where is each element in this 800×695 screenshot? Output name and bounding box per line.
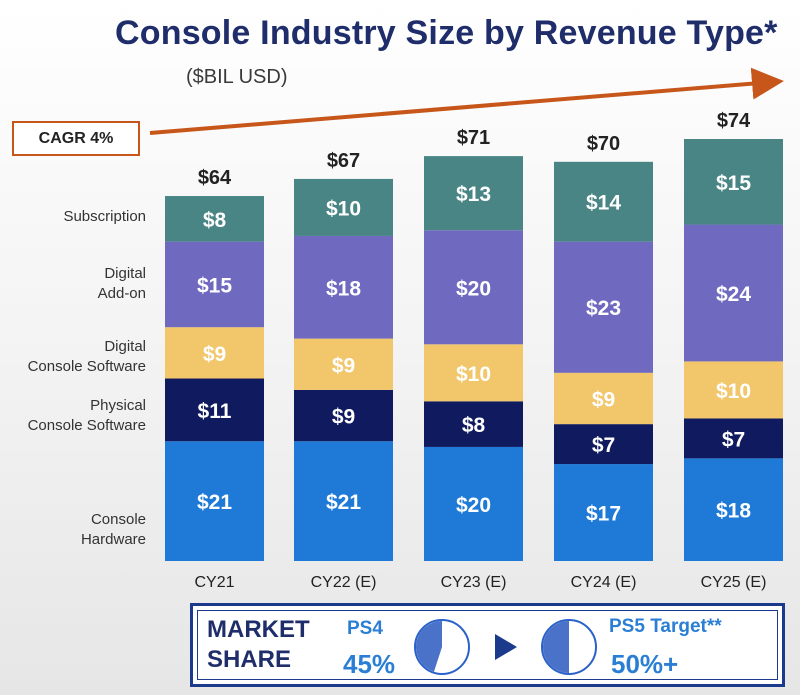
bar-segment (554, 464, 653, 561)
segment-value-label: $9 (332, 354, 355, 377)
ps5-pie-icon (541, 619, 597, 675)
x-tick-label: CY24 (E) (571, 574, 637, 591)
segment-value-label: $13 (456, 183, 491, 206)
ps5-share-value: 50%+ (611, 649, 679, 679)
segment-value-label: $17 (586, 503, 621, 526)
market-share-title-line1: MARKET (207, 616, 310, 643)
cagr-label: CAGR 4% (38, 129, 114, 147)
segment-value-label: $10 (326, 197, 361, 220)
bar-segment (684, 139, 783, 225)
bar-segment (165, 378, 264, 442)
bar-segment (424, 344, 523, 402)
segment-value-label: $20 (456, 277, 491, 300)
segment-value-label: $10 (716, 380, 751, 403)
bar-segment (684, 458, 783, 561)
bar-segment (424, 230, 523, 345)
market-share-title: MARKET SHARE (207, 615, 310, 675)
bar-segment (165, 196, 264, 242)
x-tick-label: CY23 (E) (441, 574, 507, 591)
segment-value-label: $23 (586, 297, 621, 320)
x-tick-label: CY25 (E) (701, 574, 767, 591)
bar-segment (165, 441, 264, 561)
segment-value-label: $7 (592, 434, 615, 457)
bar-total-label: $67 (327, 150, 360, 172)
ps4-share-wedge (416, 621, 442, 672)
row-label-hardware: Console Hardware (80, 511, 146, 548)
bar-segment (424, 156, 523, 231)
bar-segment (554, 424, 653, 465)
market-share-panel: MARKET SHARE PS4 45% PS5 Target** 50%+ (190, 603, 785, 687)
bar-segment (684, 224, 783, 362)
ps4-label: PS4 (347, 618, 383, 639)
segment-value-label: $9 (592, 388, 615, 411)
bar-segment (554, 241, 653, 373)
ps5-target-label: PS5 Target** (609, 616, 722, 637)
segment-value-label: $21 (326, 491, 361, 514)
bar-segment (294, 178, 393, 236)
segment-value-label: $18 (326, 277, 361, 300)
segment-value-label: $9 (203, 343, 226, 366)
market-share-title-line2: SHARE (207, 646, 292, 673)
segment-value-label: $24 (716, 283, 751, 306)
chart-subtitle: ($BIL USD) (186, 66, 288, 88)
ps4-pie-icon (414, 619, 470, 675)
arrow-right-icon (495, 634, 517, 660)
row-label-subscription: Subscription (63, 208, 146, 225)
bar-segment (424, 446, 523, 561)
chart-title: Console Industry Size by Revenue Type* (115, 14, 778, 52)
bar-segment (165, 327, 264, 379)
bar-segment (554, 372, 653, 425)
segment-value-label: $11 (198, 400, 232, 423)
segment-value-label: $14 (586, 192, 621, 215)
row-label-digital-software: Digital Console Software (27, 338, 146, 375)
ps5-share-wedge (543, 621, 569, 673)
segment-value-label: $10 (456, 363, 491, 386)
bar-segment (684, 418, 783, 459)
bar-total-label: $64 (198, 167, 232, 189)
segment-value-label: $18 (716, 500, 751, 523)
row-label-physical-software: Physical Console Software (27, 397, 146, 434)
x-tick-label: CY21 (194, 574, 234, 591)
bar-total-label: $74 (717, 110, 751, 132)
bar-segment (294, 235, 393, 339)
bar-segment (294, 389, 393, 442)
bar-segment (294, 441, 393, 561)
bar-total-label: $71 (457, 127, 490, 149)
bar-segment (554, 161, 653, 242)
bar-total-label: $70 (587, 133, 620, 155)
segment-value-label: $21 (197, 491, 232, 514)
bar-segment (424, 401, 523, 447)
market-share-inner-border (197, 610, 778, 680)
segment-value-label: $15 (197, 274, 232, 297)
bar-segment (684, 361, 783, 419)
bar-segment (165, 241, 264, 328)
segment-value-label: $8 (203, 209, 227, 232)
x-tick-label: CY22 (E) (311, 574, 377, 591)
segment-value-label: $20 (456, 494, 491, 517)
cagr-label-box: CAGR 4% (12, 121, 140, 156)
segment-value-label: $15 (716, 172, 751, 195)
cagr-arrow (149, 67, 784, 135)
ps4-share-value: 45% (343, 649, 396, 679)
bar-segment (294, 338, 393, 390)
row-label-digital-addon: Digital Add-on (97, 265, 146, 302)
segment-value-label: $8 (462, 414, 486, 437)
stacked-bar-chart: $21 $11 $9 $15 $8 $64 CY21 $21 $9 $9 $18 $10 $67 CY22… (149, 67, 784, 591)
segment-value-label: $9 (332, 406, 355, 429)
segment-value-label: $7 (722, 428, 745, 451)
